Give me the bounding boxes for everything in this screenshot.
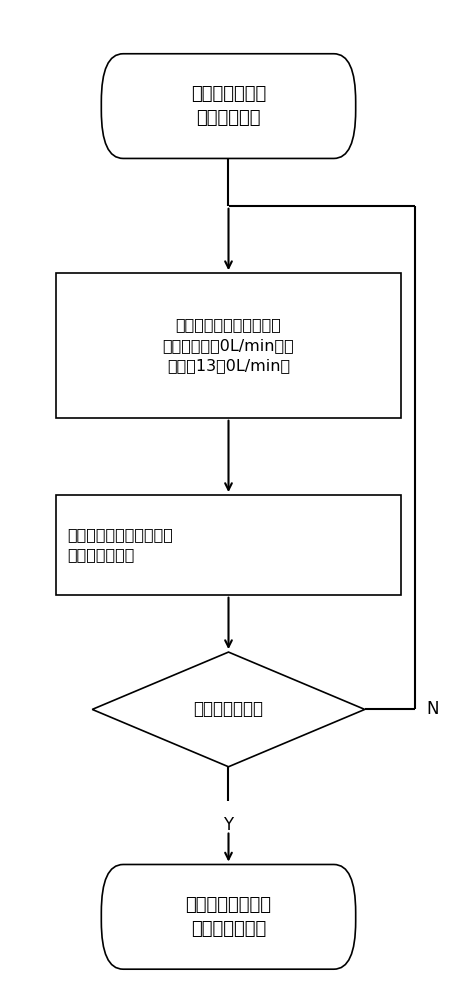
- Text: 流量传感器默认
曲线标定开始: 流量传感器默认 曲线标定开始: [191, 85, 266, 127]
- Bar: [56, 273, 401, 418]
- Text: 测量出在预设流速下流量
传感器的电压値: 测量出在预设流速下流量 传感器的电压値: [67, 527, 173, 563]
- Text: Y: Y: [223, 816, 234, 834]
- Text: 测量结束，保存数
据作为默认曲线: 测量结束，保存数 据作为默认曲线: [186, 896, 271, 938]
- FancyBboxPatch shape: [101, 864, 356, 969]
- Text: 对流量传感器通以给定的
流速（流速兮0L/min逐步
增加到13　0L/min）: 对流量传感器通以给定的 流速（流速兮0L/min逐步 增加到13 0L/min）: [163, 318, 294, 373]
- Text: 测量是否完成？: 测量是否完成？: [193, 700, 264, 718]
- Polygon shape: [92, 652, 365, 767]
- Text: N: N: [426, 700, 439, 718]
- Bar: [56, 495, 401, 595]
- FancyBboxPatch shape: [101, 54, 356, 158]
